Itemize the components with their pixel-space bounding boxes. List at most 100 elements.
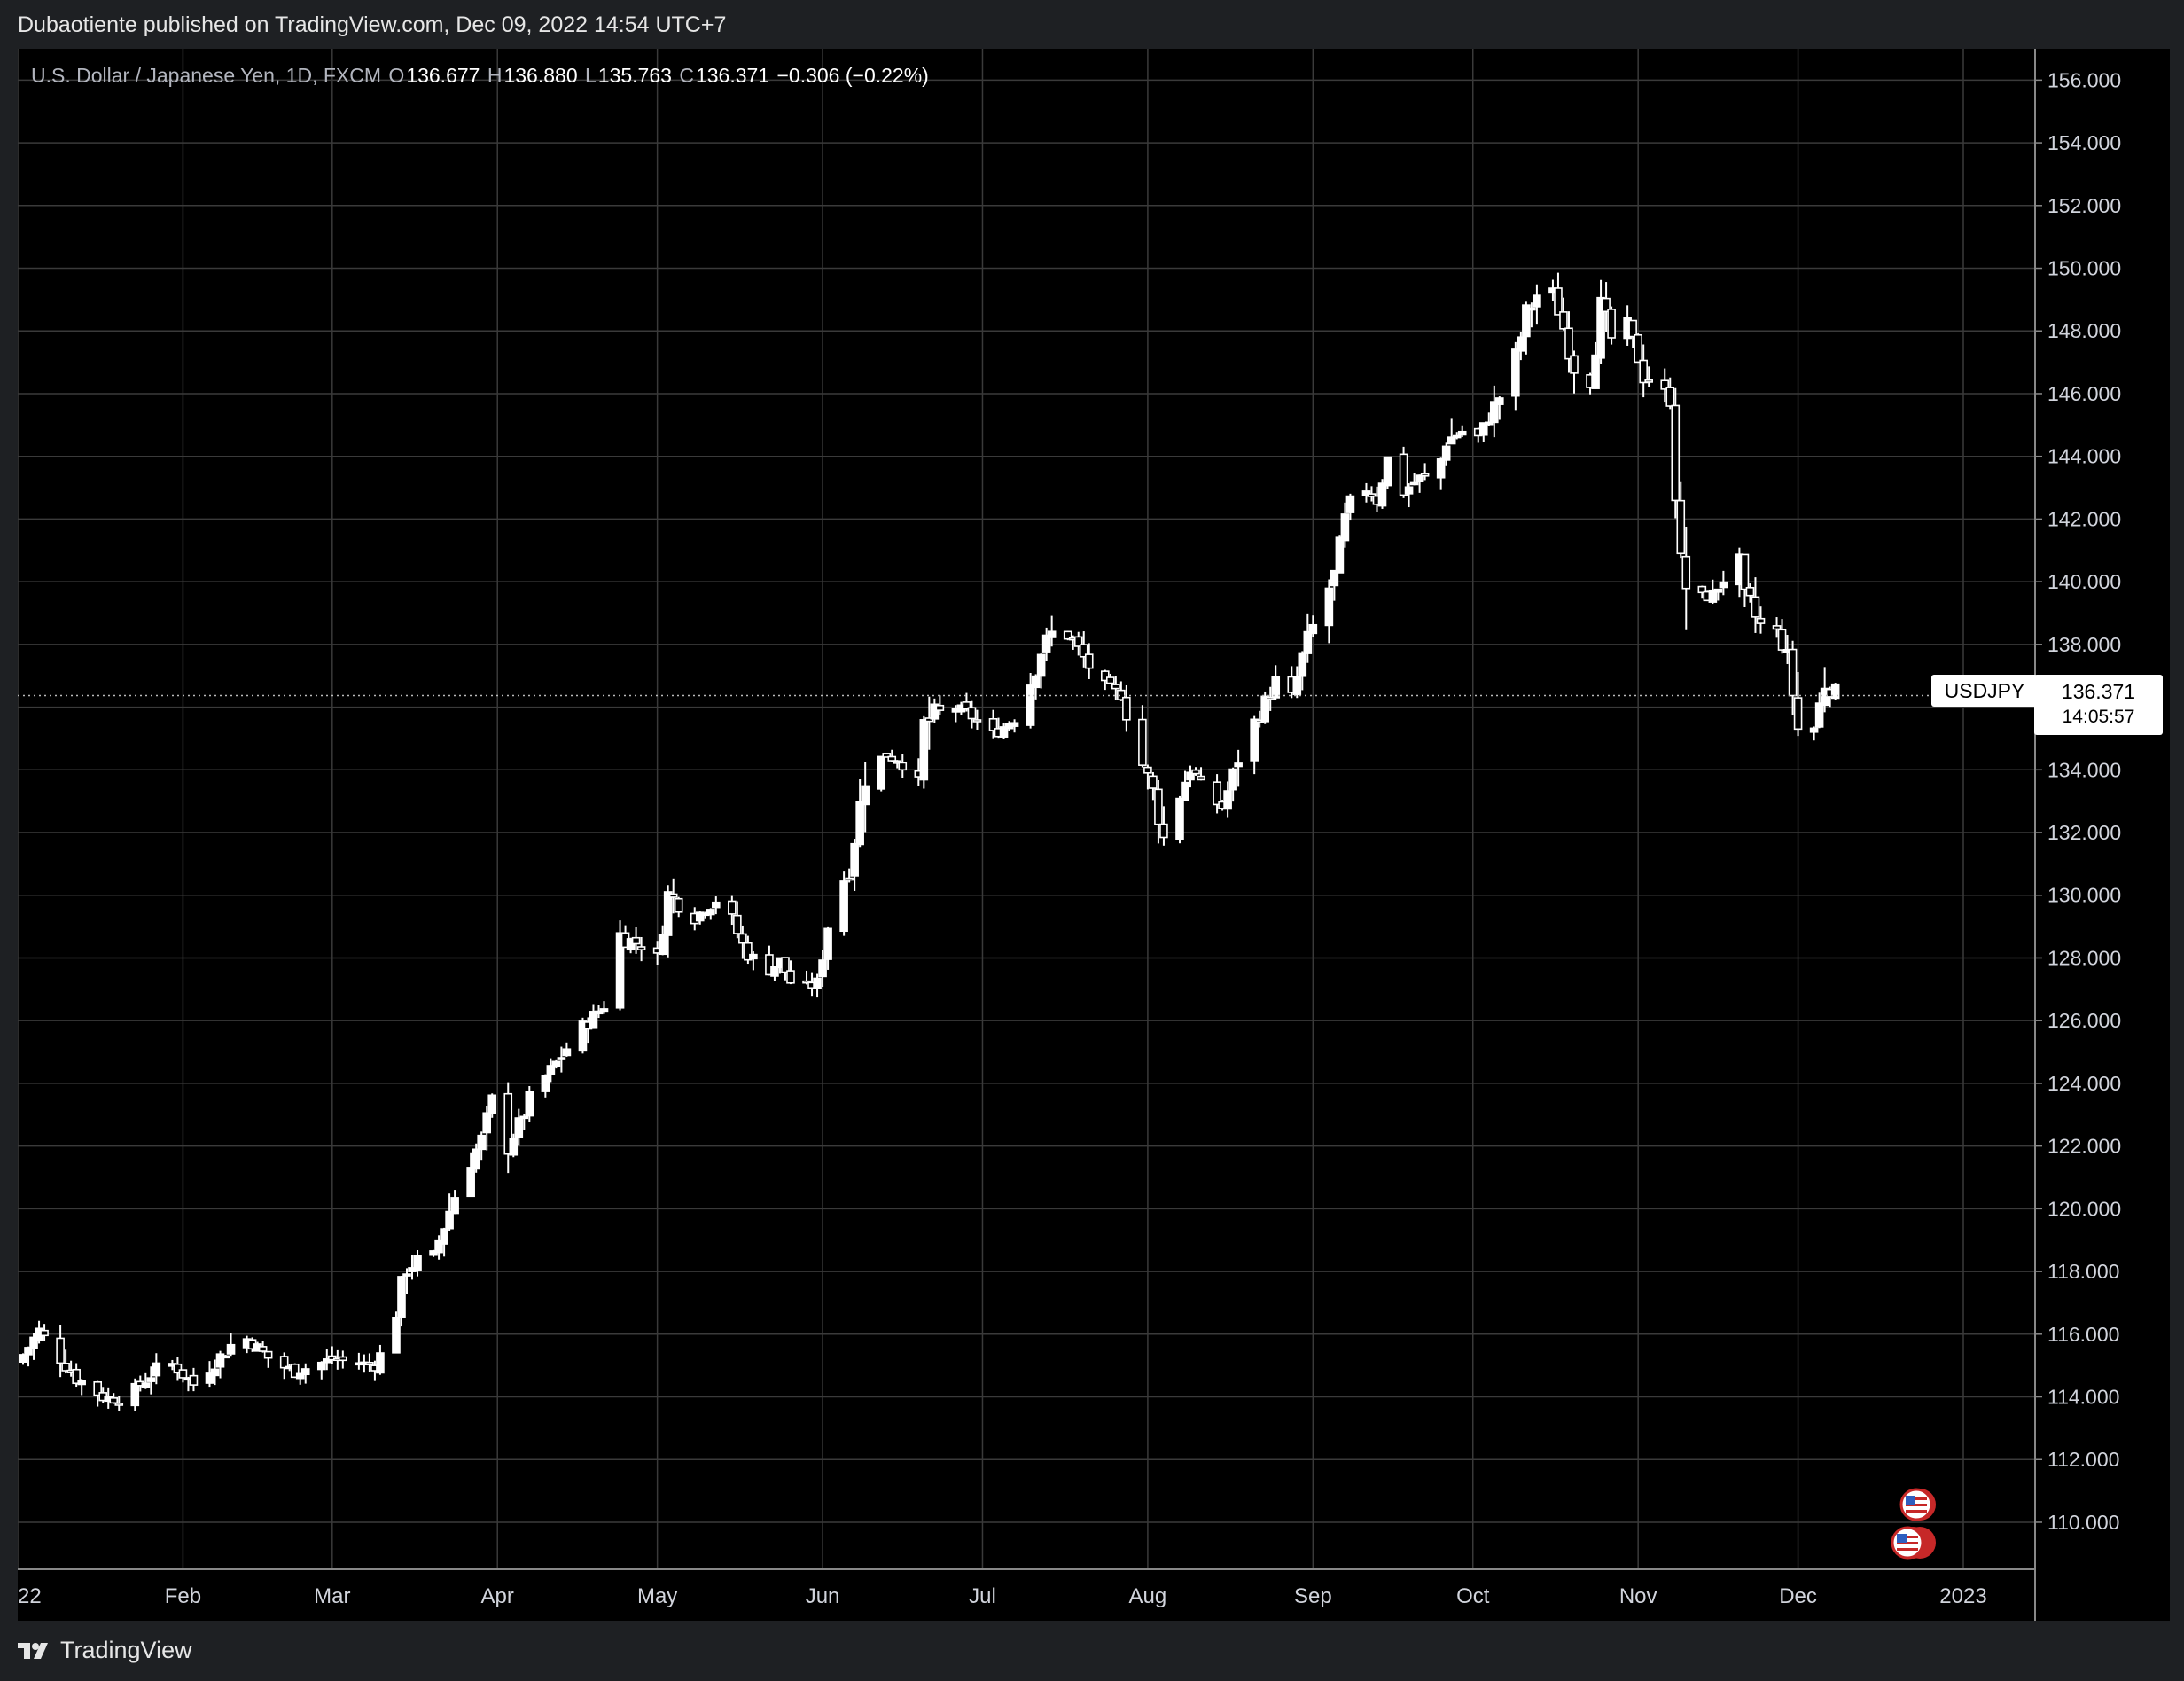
candle-body [1772, 625, 1782, 630]
candle-body [882, 753, 892, 758]
y-tick-label: 140.000 [2048, 570, 2121, 593]
candle [290, 1363, 300, 1379]
candle-body [877, 755, 886, 790]
y-tick-label: 120.000 [2048, 1197, 2121, 1220]
candle-body [1639, 359, 1648, 384]
candle [226, 1333, 236, 1357]
candle-body [962, 701, 971, 710]
candle-body [114, 1403, 124, 1406]
candle-body [1570, 355, 1579, 374]
candle-body [695, 911, 705, 922]
candle [1441, 442, 1451, 466]
candle-body [189, 1374, 199, 1386]
candle [109, 1393, 119, 1404]
y-tick-label: 124.000 [2048, 1072, 2121, 1095]
candle-body [1489, 401, 1499, 424]
candle-body [898, 762, 908, 771]
candle [733, 901, 742, 939]
candle-body [1409, 481, 1419, 486]
event-markers[interactable] [1879, 1487, 1950, 1567]
candle-body [434, 1239, 443, 1254]
y-tick-label: 156.000 [2048, 68, 2121, 91]
candle [1340, 502, 1350, 548]
last-price: 136.371 [2061, 680, 2136, 703]
candle [1713, 588, 1723, 601]
candle [919, 715, 929, 789]
candle-body [1708, 589, 1718, 603]
open-label: O [388, 64, 405, 87]
candle [1484, 412, 1494, 426]
candle [210, 1359, 220, 1386]
candle [674, 896, 683, 918]
candle [967, 700, 977, 729]
candle-body [919, 719, 929, 781]
candle [1719, 570, 1728, 596]
candle-body [823, 927, 832, 960]
candle [1489, 385, 1499, 438]
candle-body [1420, 473, 1430, 477]
candle-body [1073, 636, 1083, 647]
candle [1181, 770, 1190, 801]
candle [130, 1378, 140, 1412]
candle-body [1036, 653, 1046, 677]
candle-body [322, 1358, 332, 1364]
candle-body [1671, 404, 1681, 502]
x-tick-label: Oct [1456, 1584, 1490, 1608]
candle [1266, 686, 1275, 711]
candle-body [674, 897, 683, 913]
candle-body [482, 1112, 492, 1134]
y-tick-label: 134.000 [2048, 758, 2121, 781]
candle-body [706, 909, 715, 916]
candle-body [215, 1353, 225, 1368]
candle-body [263, 1350, 273, 1359]
candle-body [1415, 474, 1424, 483]
candle-body [1122, 696, 1131, 721]
candle [1740, 553, 1750, 607]
candle [1367, 486, 1377, 502]
candle-body [1084, 653, 1094, 669]
candle [1751, 577, 1760, 633]
candle-body [1186, 771, 1195, 781]
price-chart[interactable]: 156.000 154.000 152.000 150.000 148.000 146.0… [18, 49, 2170, 1621]
candle [450, 1190, 459, 1215]
bar-countdown: 14:05:57 [2062, 707, 2135, 727]
candle [711, 896, 721, 915]
candle-body [668, 893, 678, 898]
candle-body [541, 1075, 550, 1092]
tradingview-logo[interactable]: TradingView [18, 1637, 192, 1664]
candle [221, 1355, 230, 1359]
candle-body [551, 1060, 561, 1067]
candle-body [1495, 397, 1504, 405]
candle-body [210, 1368, 220, 1377]
candle-body [781, 957, 790, 973]
candle-body [1478, 422, 1488, 436]
candle [1607, 306, 1616, 345]
change-value: −0.306 (−0.22%) [776, 64, 929, 87]
y-tick-label: 112.000 [2048, 1448, 2119, 1471]
chart-pane[interactable]: 156.000 154.000 152.000 150.000 148.000 146.0… [18, 49, 2170, 1621]
us-flag-event-icon[interactable] [1899, 1488, 1936, 1521]
candle-body [440, 1228, 448, 1245]
x-tick-label: Mar [314, 1584, 350, 1608]
candle-body [1740, 553, 1750, 590]
candle [1447, 418, 1456, 445]
candle [1665, 377, 1675, 410]
candle-body [711, 901, 721, 909]
y-tick-label: 126.000 [2048, 1009, 2121, 1032]
candle-body [339, 1356, 347, 1362]
instrument-legend[interactable]: U.S. Dollar / Japanese Yen, 1D, FXCM O13… [31, 64, 931, 88]
candle [882, 753, 892, 758]
candle [1522, 301, 1531, 355]
candle-body [893, 760, 902, 764]
candle-body [1634, 333, 1642, 364]
candle [1149, 771, 1158, 801]
candle [1420, 463, 1430, 481]
candle-body [1106, 676, 1115, 684]
us-flag-event-icon[interactable] [1891, 1526, 1936, 1560]
candle [578, 1017, 588, 1054]
candle-body [450, 1197, 459, 1215]
candle [339, 1350, 347, 1369]
candle [258, 1341, 268, 1353]
candle [1452, 432, 1462, 440]
candle-body [141, 1382, 151, 1388]
